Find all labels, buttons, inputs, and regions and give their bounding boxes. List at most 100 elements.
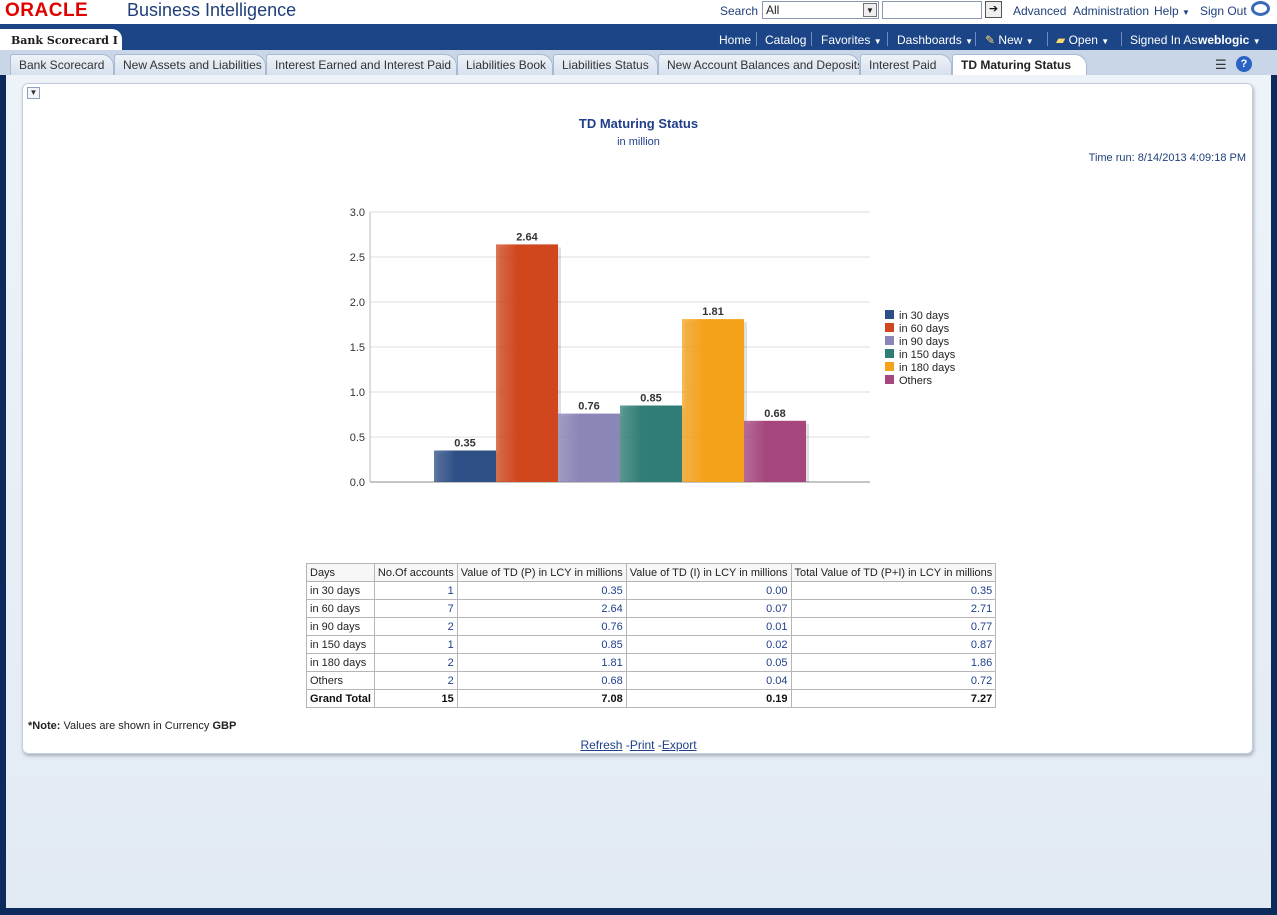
advanced-link[interactable]: Advanced (1013, 4, 1067, 18)
table-cell: 0.05 (625, 653, 792, 672)
table-cell: 0.68 (456, 671, 627, 690)
refresh-link[interactable]: Refresh (580, 738, 623, 752)
search-input[interactable] (882, 1, 982, 19)
table-cell: Grand Total (306, 689, 375, 708)
home-link[interactable]: Home (719, 33, 752, 47)
chevron-down-icon: ▼ (1025, 37, 1034, 46)
note-currency: GBP (212, 720, 237, 732)
column-header[interactable]: No.Of accounts (373, 563, 458, 582)
sign-out-link[interactable]: Sign Out (1200, 4, 1247, 18)
bar-others[interactable] (744, 420, 806, 482)
legend-label: in 150 days (899, 349, 956, 361)
tab-liabilities-book[interactable]: Liabilities Book (457, 54, 553, 75)
table-cell: in 180 days (306, 653, 375, 672)
bar-chart: 0.0 0.5 1.0 1.5 2.0 2.5 3.0 0.35 2.64 0.76 0.85 1.8… (350, 207, 956, 489)
column-header[interactable]: Days (306, 563, 375, 582)
table-cell: 15 (373, 689, 458, 708)
table-cell: in 150 days (306, 635, 375, 654)
user-menu[interactable]: weblogic ▼ (1198, 33, 1261, 47)
legend-swatch (885, 375, 894, 384)
open-menu[interactable]: ▰ Open ▼ (1056, 33, 1109, 47)
table-cell: 1.86 (790, 653, 997, 672)
link-separator: - (657, 738, 662, 752)
catalog-link[interactable]: Catalog (765, 33, 807, 47)
chevron-down-icon: ▼ (965, 37, 973, 46)
tab-new-assets-and-liabilities[interactable]: New Assets and Liabilities (114, 54, 266, 75)
help-label: Help (1154, 4, 1179, 18)
dashboards-menu[interactable]: Dashboards ▼ (897, 33, 973, 47)
bar-in-150-days[interactable] (620, 405, 682, 483)
help-menu[interactable]: Help ▼ (1154, 4, 1190, 18)
table-cell: 2 (373, 653, 458, 672)
table-cell: 0.87 (790, 635, 997, 654)
new-menu[interactable]: ✎ New ▼ (985, 33, 1034, 47)
table-cell: 7 (373, 599, 458, 618)
table-cell: 0.00 (625, 581, 792, 600)
page-options-icon[interactable]: ☰ (1215, 57, 1227, 72)
tab-interest-paid[interactable]: Interest Paid (860, 54, 952, 75)
oracle-logo: ORACLE (5, 0, 89, 21)
y-tick-label: 0.0 (350, 477, 365, 489)
table-row: in 180 days 2 1.81 0.05 1.86 (306, 653, 997, 672)
tab-interest-earned-and-interest-paid[interactable]: Interest Earned and Interest Paid (266, 54, 457, 75)
search-scope-value: All (766, 3, 780, 17)
print-link[interactable]: Print (629, 738, 655, 752)
table-cell: 0.76 (456, 617, 627, 636)
column-header[interactable]: Value of TD (P) in LCY in millions (456, 563, 627, 582)
table-cell: 0.72 (790, 671, 997, 690)
favorites-menu[interactable]: Favorites ▼ (821, 33, 882, 47)
bar-in-180-days[interactable] (682, 319, 744, 482)
legend-swatch (885, 310, 894, 319)
data-label: 0.68 (764, 408, 785, 420)
y-tick-label: 3.0 (350, 207, 365, 219)
column-header[interactable]: Total Value of TD (P+I) in LCY in millio… (790, 563, 997, 582)
tab-liabilities-status[interactable]: Liabilities Status (553, 54, 658, 75)
column-header[interactable]: Value of TD (I) in LCY in millions (625, 563, 792, 582)
arrow-right-icon: ➔ (988, 3, 999, 15)
bar-in-90-days[interactable] (558, 413, 620, 482)
new-label: New (998, 33, 1023, 47)
tab-new-account-balances-and-deposits[interactable]: New Account Balances and Deposits (658, 54, 860, 75)
legend-label: in 180 days (899, 362, 956, 374)
legend-swatch (885, 336, 894, 345)
legend-label: Others (899, 375, 933, 387)
legend-label: in 90 days (899, 336, 950, 348)
table-cell: 1.81 (456, 653, 627, 672)
table-cell: 0.85 (456, 635, 627, 654)
collapse-section-icon[interactable]: ▼ (27, 87, 40, 99)
chevron-down-icon: ▼ (873, 37, 882, 46)
username: weblogic (1198, 33, 1250, 47)
data-label: 0.85 (640, 393, 661, 405)
table-cell: 0.19 (625, 689, 792, 708)
new-document-icon: ✎ (985, 33, 996, 47)
table-row: in 60 days 7 2.64 0.07 2.71 (306, 599, 997, 618)
bar-in-60-days[interactable] (496, 244, 558, 482)
administration-link[interactable]: Administration (1073, 4, 1150, 18)
note-text: Values are shown in Currency (60, 720, 213, 732)
legend-swatch (885, 349, 894, 358)
tab-bank-scorecard[interactable]: Bank Scorecard (10, 54, 114, 75)
nav-divider (756, 32, 757, 46)
table-cell: 7.08 (456, 689, 627, 708)
search-scope-select[interactable]: All ▼ (762, 1, 879, 19)
table-cell: Others (306, 671, 375, 690)
table-cell: 2.71 (790, 599, 997, 618)
nav-divider (1047, 32, 1048, 46)
currency-note: *Note: Values are shown in Currency GBP (28, 720, 236, 732)
search-go-button[interactable]: ➔ (985, 1, 1002, 18)
nav-divider (887, 32, 888, 46)
table-cell: 7.27 (790, 689, 997, 708)
chevron-down-icon[interactable]: ▼ (863, 3, 877, 17)
chevron-down-icon: ▼ (1101, 37, 1110, 46)
bar-in-30-days[interactable] (434, 450, 496, 483)
tab-td-maturing-status[interactable]: TD Maturing Status (952, 54, 1087, 75)
legend-label: in 60 days (899, 323, 950, 335)
report-subtitle: in million (617, 136, 660, 148)
data-label: 1.81 (702, 306, 723, 318)
nav-divider (811, 32, 812, 46)
table-cell: in 30 days (306, 581, 375, 600)
export-link[interactable]: Export (661, 738, 697, 752)
folder-icon: ▰ (1056, 33, 1066, 47)
help-icon[interactable]: ? (1236, 56, 1252, 72)
table-row: in 90 days 2 0.76 0.01 0.77 (306, 617, 997, 636)
